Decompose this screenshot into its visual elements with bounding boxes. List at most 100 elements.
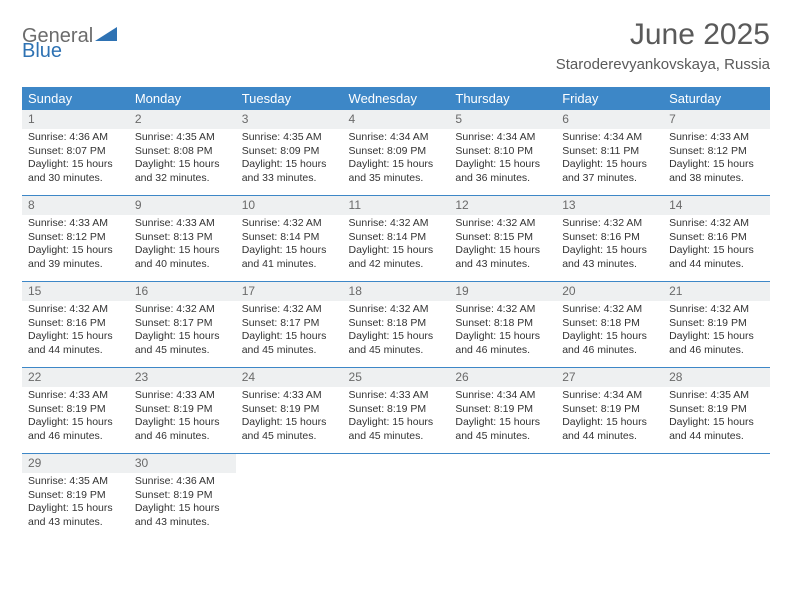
- day-number: 12: [455, 198, 550, 213]
- sunrise-line: Sunrise: 4:32 AM: [669, 217, 749, 229]
- sunrise-line: Sunrise: 4:33 AM: [28, 389, 108, 401]
- calendar-table: Sunday Monday Tuesday Wednesday Thursday…: [22, 87, 770, 539]
- sunrise-line: Sunrise: 4:32 AM: [455, 303, 535, 315]
- sunrise-line: Sunrise: 4:32 AM: [28, 303, 108, 315]
- day-number: 14: [669, 198, 764, 213]
- daylight-line: Daylight: 15 hours and 45 minutes.: [349, 330, 434, 355]
- daylight-line: Daylight: 15 hours and 42 minutes.: [349, 244, 434, 269]
- daylight-line: Daylight: 15 hours and 44 minutes.: [562, 416, 647, 441]
- daylight-line: Daylight: 15 hours and 43 minutes.: [562, 244, 647, 269]
- sunset-line: Sunset: 8:09 PM: [349, 145, 427, 157]
- day-number: 22: [28, 370, 123, 385]
- col-sunday: Sunday: [22, 87, 129, 110]
- sunset-line: Sunset: 8:19 PM: [135, 489, 213, 501]
- sunrise-line: Sunrise: 4:33 AM: [28, 217, 108, 229]
- sunrise-line: Sunrise: 4:34 AM: [455, 131, 535, 143]
- sunrise-line: Sunrise: 4:35 AM: [242, 131, 322, 143]
- daylight-line: Daylight: 15 hours and 36 minutes.: [455, 158, 540, 183]
- sunrise-line: Sunrise: 4:32 AM: [669, 303, 749, 315]
- sunrise-line: Sunrise: 4:35 AM: [669, 389, 749, 401]
- daylight-line: Daylight: 15 hours and 37 minutes.: [562, 158, 647, 183]
- calendar-cell: 30Sunrise: 4:36 AMSunset: 8:19 PMDayligh…: [129, 454, 236, 540]
- day-number: 27: [562, 370, 657, 385]
- calendar-cell: 28Sunrise: 4:35 AMSunset: 8:19 PMDayligh…: [663, 368, 770, 454]
- day-number: 1: [28, 112, 123, 127]
- day-number: 5: [455, 112, 550, 127]
- weekday-header-row: Sunday Monday Tuesday Wednesday Thursday…: [22, 87, 770, 110]
- day-number: 13: [562, 198, 657, 213]
- calendar-cell: 27Sunrise: 4:34 AMSunset: 8:19 PMDayligh…: [556, 368, 663, 454]
- calendar-cell: 7Sunrise: 4:33 AMSunset: 8:12 PMDaylight…: [663, 110, 770, 196]
- calendar-cell: 5 Sunrise: 4:34 AM Sunset: 8:10 PMDaylight…: [449, 110, 556, 196]
- day-number: 26: [455, 370, 550, 385]
- calendar-cell: 4Sunrise: 4:34 AMSunset: 8:09 PMDaylight…: [343, 110, 450, 196]
- daylight-line: Daylight: 15 hours and 30 minutes.: [28, 158, 113, 183]
- sunset-line: Sunset: 8:19 PM: [669, 403, 747, 415]
- daylight-line: Daylight: 15 hours and 44 minutes.: [669, 244, 754, 269]
- sunrise-line: Sunrise: 4:34 AM: [349, 131, 429, 143]
- sunset-line: Sunset: 8:19 PM: [562, 403, 640, 415]
- title-block: June 2025 Staroderevyankovskaya, Russia: [556, 18, 770, 81]
- sunset-line: Sunset: 8:14 PM: [242, 231, 320, 243]
- header: General June 2025 Staroderevyankovskaya,…: [22, 18, 770, 81]
- calendar-cell: 21Sunrise: 4:32 AMSunset: 8:19 PMDayligh…: [663, 282, 770, 368]
- daylight-line: Daylight: 15 hours and 46 minutes.: [669, 330, 754, 355]
- calendar-cell: [449, 454, 556, 540]
- daylight-line: Daylight: 15 hours and 41 minutes.: [242, 244, 327, 269]
- calendar-cell: 23Sunrise: 4:33 AMSunset: 8:19 PMDayligh…: [129, 368, 236, 454]
- col-monday: Monday: [129, 87, 236, 110]
- brand-triangle-icon: [95, 24, 117, 47]
- sunset-line: Sunset: 8:09 PM: [242, 145, 320, 157]
- sunrise-line: Sunrise: 4:32 AM: [135, 303, 215, 315]
- daylight-line: Daylight: 15 hours and 46 minutes.: [455, 330, 540, 355]
- day-number: 19: [455, 284, 550, 299]
- daylight-line: Daylight: 15 hours and 46 minutes.: [28, 416, 113, 441]
- daylight-line: Daylight: 15 hours and 38 minutes.: [669, 158, 754, 183]
- sunset-line: Sunset: 8:18 PM: [562, 317, 640, 329]
- sunrise-line: Sunrise: 4:36 AM: [135, 475, 215, 487]
- day-number: 10: [242, 198, 337, 213]
- day-number: 30: [135, 456, 230, 471]
- calendar-cell: 12Sunrise: 4:32 AMSunset: 8:15 PMDayligh…: [449, 196, 556, 282]
- sunset-line: Sunset: 8:16 PM: [669, 231, 747, 243]
- calendar-row: 29Sunrise: 4:35 AMSunset: 8:19 PMDayligh…: [22, 454, 770, 540]
- calendar-cell: 8Sunrise: 4:33 AMSunset: 8:12 PMDaylight…: [22, 196, 129, 282]
- daylight-line: Daylight: 15 hours and 46 minutes.: [135, 416, 220, 441]
- sunrise-line: Sunrise: 4:34 AM: [455, 389, 535, 401]
- calendar-cell: 10Sunrise: 4:32 AMSunset: 8:14 PMDayligh…: [236, 196, 343, 282]
- sunset-line: Sunset: 8:19 PM: [28, 489, 106, 501]
- sunset-line: Sunset: 8:17 PM: [242, 317, 320, 329]
- daylight-line: Daylight: 15 hours and 45 minutes.: [135, 330, 220, 355]
- sunrise-line: Sunrise: 4:34 AM: [562, 131, 642, 143]
- sunrise-line: Sunrise: 4:32 AM: [562, 303, 642, 315]
- sunset-line: Sunset: 8:10 PM: [455, 145, 533, 157]
- calendar-row: 8 Sunrise: 4:33 AM Sunset: 8:12 PM Daylight…: [22, 196, 770, 282]
- daylight-line: Daylight: 15 hours and 35 minutes.: [349, 158, 434, 183]
- sunset-line: Sunset: 8:12 PM: [28, 231, 106, 243]
- page-title: June 2025: [556, 18, 770, 52]
- day-number: 25: [349, 370, 444, 385]
- calendar-cell: 17Sunrise: 4:32 AMSunset: 8:17 PMDayligh…: [236, 282, 343, 368]
- day-number: 23: [135, 370, 230, 385]
- calendar-row: 1Sunrise: 4:36 AMSunset: 8:07 PMDaylight…: [22, 110, 770, 196]
- day-number: 16: [135, 284, 230, 299]
- calendar-cell: 25Sunrise: 4:33 AMSunset: 8:19 PMDayligh…: [343, 368, 450, 454]
- sunrise-line: Sunrise: 4:32 AM: [349, 217, 429, 229]
- location-label: Staroderevyankovskaya, Russia: [556, 56, 770, 73]
- calendar-cell: 26Sunrise: 4:34 AMSunset: 8:19 PMDayligh…: [449, 368, 556, 454]
- daylight-line: Daylight: 15 hours and 45 minutes.: [349, 416, 434, 441]
- day-number: 17: [242, 284, 337, 299]
- calendar-cell: 9Sunrise: 4:33 AMSunset: 8:13 PMDaylight…: [129, 196, 236, 282]
- day-number: 28: [669, 370, 764, 385]
- calendar-cell: 19Sunrise: 4:32 AMSunset: 8:18 PMDayligh…: [449, 282, 556, 368]
- sunrise-line: Sunrise: 4:35 AM: [28, 475, 108, 487]
- calendar-body: 1Sunrise: 4:36 AMSunset: 8:07 PMDaylight…: [22, 110, 770, 539]
- sunrise-line: Sunrise: 4:32 AM: [242, 303, 322, 315]
- calendar-cell: 18Sunrise: 4:32 AMSunset: 8:18 PMDayligh…: [343, 282, 450, 368]
- calendar-cell: 16Sunrise: 4:32 AMSunset: 8:17 PMDayligh…: [129, 282, 236, 368]
- brand-word2: Blue: [22, 40, 62, 63]
- day-number: 8: [28, 198, 123, 213]
- daylight-line: Daylight: 15 hours and 43 minutes.: [28, 502, 113, 527]
- sunset-line: Sunset: 8:19 PM: [349, 403, 427, 415]
- calendar-cell: 22Sunrise: 4:33 AMSunset: 8:19 PMDayligh…: [22, 368, 129, 454]
